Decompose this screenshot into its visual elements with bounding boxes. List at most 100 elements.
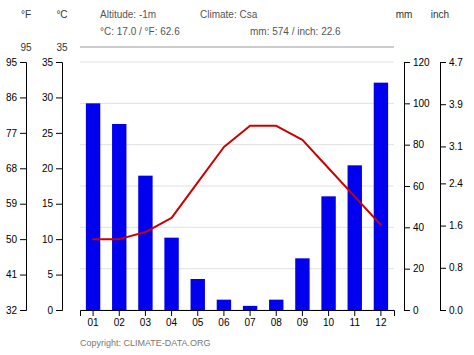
tick-mark bbox=[20, 310, 26, 311]
tick-mark bbox=[56, 275, 62, 276]
tick: 12 bbox=[375, 310, 387, 328]
tick: 59 bbox=[6, 198, 26, 209]
tick-mark bbox=[145, 310, 146, 316]
tick-mark bbox=[440, 62, 446, 63]
tick: 04 bbox=[166, 310, 178, 328]
tick-label: 07 bbox=[245, 317, 257, 328]
tick: 07 bbox=[245, 310, 257, 328]
tick: 05 bbox=[192, 310, 204, 328]
annotation: mm: 574 / inch: 22.6 bbox=[250, 26, 341, 37]
tick-mark bbox=[380, 310, 381, 316]
tick: 20 bbox=[404, 263, 425, 274]
axis-domain bbox=[441, 63, 447, 311]
tick-mark bbox=[302, 310, 303, 316]
tick-label: 2.4 bbox=[449, 178, 463, 189]
axis-domain bbox=[56, 63, 63, 311]
bar bbox=[374, 83, 388, 310]
tick-mark bbox=[440, 226, 446, 227]
tick-mark bbox=[250, 310, 251, 316]
tick: 3.9 bbox=[440, 99, 463, 110]
bar bbox=[164, 238, 178, 310]
tick-mark bbox=[20, 239, 26, 240]
tick: 120 bbox=[404, 57, 430, 68]
tick: 09 bbox=[297, 310, 309, 328]
tick-label: 59 bbox=[6, 198, 18, 209]
bar bbox=[217, 300, 231, 310]
tick-label: 04 bbox=[166, 317, 178, 328]
tick-label: 11 bbox=[350, 317, 361, 328]
grid-line bbox=[80, 268, 394, 269]
tick-mark bbox=[440, 104, 446, 105]
tick-mark bbox=[56, 133, 62, 134]
tick-label: 86 bbox=[6, 92, 18, 103]
tick: 40 bbox=[404, 222, 425, 233]
tick-mark bbox=[56, 97, 62, 98]
tick-label: 20 bbox=[413, 263, 425, 274]
tick: 60 bbox=[404, 181, 425, 192]
tick-mark bbox=[440, 183, 446, 184]
tick: 30 bbox=[42, 92, 62, 103]
tick-mark bbox=[404, 103, 410, 104]
tick-mark bbox=[440, 146, 446, 147]
annotation: Altitude: -1m bbox=[100, 9, 156, 20]
tick-label: 60 bbox=[413, 181, 425, 192]
tick-label: 50 bbox=[6, 234, 18, 245]
tick-label: 40 bbox=[413, 222, 425, 233]
tick: 35 bbox=[42, 57, 62, 68]
tick-mark bbox=[404, 186, 410, 187]
tick: 77 bbox=[6, 128, 26, 139]
tick-label: 68 bbox=[6, 163, 18, 174]
tick: 06 bbox=[218, 310, 230, 328]
tick-label: 09 bbox=[297, 317, 309, 328]
tick-mark bbox=[197, 310, 198, 316]
tick-label: 10 bbox=[323, 317, 335, 328]
tick-label: 100 bbox=[413, 98, 430, 109]
tick: 5 bbox=[47, 269, 62, 280]
tick-label: 10 bbox=[42, 234, 54, 245]
tick-label: 32 bbox=[6, 305, 18, 316]
tick-mark bbox=[93, 310, 94, 316]
axis-celsius: 05101520253035 bbox=[42, 57, 63, 316]
tick: 1.6 bbox=[440, 220, 463, 231]
tick-label: 41 bbox=[6, 269, 18, 280]
tick-label: 80 bbox=[413, 139, 425, 150]
tick-label: 35 bbox=[42, 57, 54, 68]
tick-mark bbox=[20, 62, 26, 63]
tick-mark bbox=[404, 227, 410, 228]
tick-mark bbox=[223, 310, 224, 316]
tick: 02 bbox=[114, 310, 126, 328]
axis-inch: 0.00.81.62.43.13.94.7 bbox=[440, 57, 463, 316]
tick-mark bbox=[56, 168, 62, 169]
tick-label: 06 bbox=[218, 317, 230, 328]
tick-mark bbox=[119, 310, 120, 316]
tick-label: 120 bbox=[413, 57, 430, 68]
annotation: Climate: Csa bbox=[200, 9, 258, 20]
tick-label: 02 bbox=[114, 317, 126, 328]
tick-mark bbox=[440, 268, 446, 269]
tick-mark bbox=[328, 310, 329, 316]
annotation: 35 bbox=[56, 42, 68, 53]
axis-x: 010203040506070809101112 bbox=[81, 310, 395, 328]
bar bbox=[138, 176, 152, 310]
tick-label: 03 bbox=[140, 317, 152, 328]
tick-label: 4.7 bbox=[449, 57, 463, 68]
tick-mark bbox=[404, 62, 410, 63]
tick-mark bbox=[404, 310, 410, 311]
line bbox=[93, 126, 381, 239]
tick: 95 bbox=[6, 57, 26, 68]
tick-label: 3.9 bbox=[449, 99, 463, 110]
annotation: 95 bbox=[20, 42, 32, 53]
tick: 80 bbox=[404, 139, 425, 150]
tick-label: 15 bbox=[42, 198, 54, 209]
tick-mark bbox=[20, 204, 26, 205]
tick-label: 3.1 bbox=[449, 141, 463, 152]
tick-mark bbox=[20, 275, 26, 276]
grid bbox=[80, 62, 394, 310]
tick: 0.8 bbox=[440, 262, 463, 273]
tick: 11 bbox=[350, 310, 361, 328]
tick-mark bbox=[404, 269, 410, 270]
tick: 15 bbox=[42, 198, 62, 209]
bar bbox=[243, 306, 257, 310]
tick: 32 bbox=[6, 305, 26, 316]
tick-label: 5 bbox=[47, 269, 53, 280]
